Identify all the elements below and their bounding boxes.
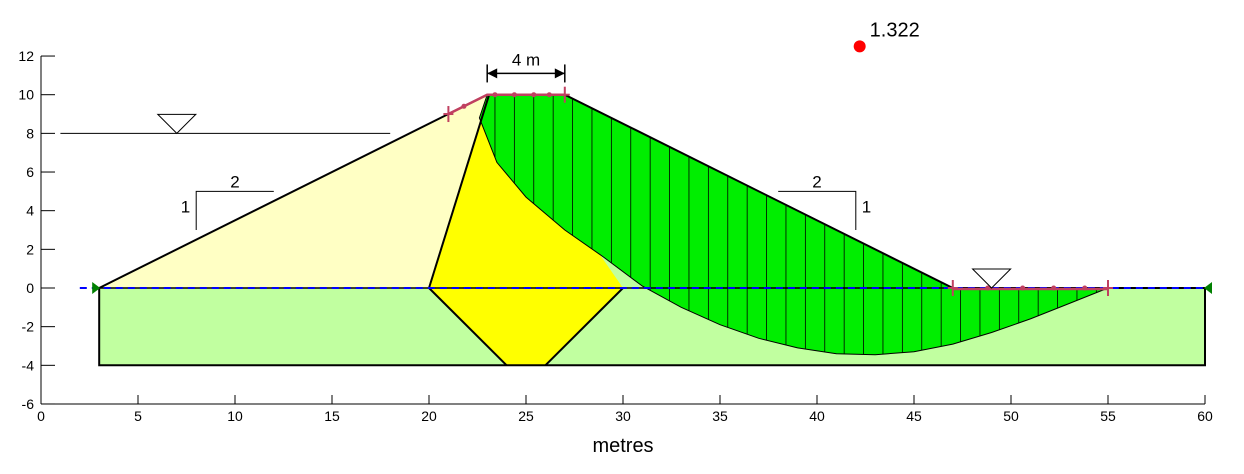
dimension-arrow-right [554,68,565,79]
slip-center-point [853,40,866,53]
x-tick-label: 20 [421,408,437,424]
y-tick-label: 2 [26,241,34,257]
zone-node [546,92,552,98]
x-tick-label: 15 [324,408,340,424]
x-tick-label: 60 [1197,408,1213,424]
core-boundary-upstream [428,94,491,289]
left-slope-run-label: 2 [230,172,239,191]
x-axis-label: metres [592,435,653,457]
x-tick-label: 30 [615,408,631,424]
x-tick-label: 55 [1100,408,1116,424]
y-tick-label: 6 [26,164,34,180]
zone-node [1051,285,1057,291]
x-tick-label: 25 [518,408,534,424]
y-tick-label: -2 [22,319,35,335]
zone-node [985,285,991,291]
x-tick-label: 0 [37,408,45,424]
left-boundary-marker [92,282,101,294]
y-tick-label: 12 [18,48,34,64]
x-tick-label: 5 [134,408,142,424]
right-boundary-marker [1204,282,1212,294]
dimension-label: 4 m [512,50,540,69]
right-slope-run-label: 2 [812,172,821,191]
zone-node [511,92,517,98]
zone-node [461,103,467,109]
left-slope-ratio-bracket [195,190,274,231]
right-slope-rise-label: 1 [862,198,871,217]
upstream-water-marker [156,113,198,135]
y-tick-label: 10 [18,87,34,103]
y-tick-label: -6 [22,396,35,412]
zone-node [492,92,498,98]
core-boundary-lower-left [428,287,508,367]
downstream-water-marker [971,268,1012,289]
foundation-boundary [98,288,1206,367]
x-tick-label: 50 [1003,408,1019,424]
y-tick-label: -4 [22,357,35,373]
x-tick-label: 45 [906,408,922,424]
right-slope-ratio-bracket [778,190,857,231]
factor-of-safety-label: 1.322 [870,19,920,41]
zone-node [1082,285,1088,291]
dimension-arrow-left [487,68,498,79]
y-tick-label: 4 [26,203,34,219]
x-tick-label: 35 [712,408,728,424]
zone-node [531,92,537,98]
x-tick-label: 40 [809,408,825,424]
zone-node [1020,285,1026,291]
core-boundary-lower-right [544,287,624,367]
left-slope-rise-label: 1 [181,198,190,217]
x-tick-label: 10 [227,408,243,424]
y-tick-label: 8 [26,125,34,141]
entry-zone-line [447,93,565,116]
core-region [429,94,623,366]
y-tick-label: 0 [26,280,34,296]
